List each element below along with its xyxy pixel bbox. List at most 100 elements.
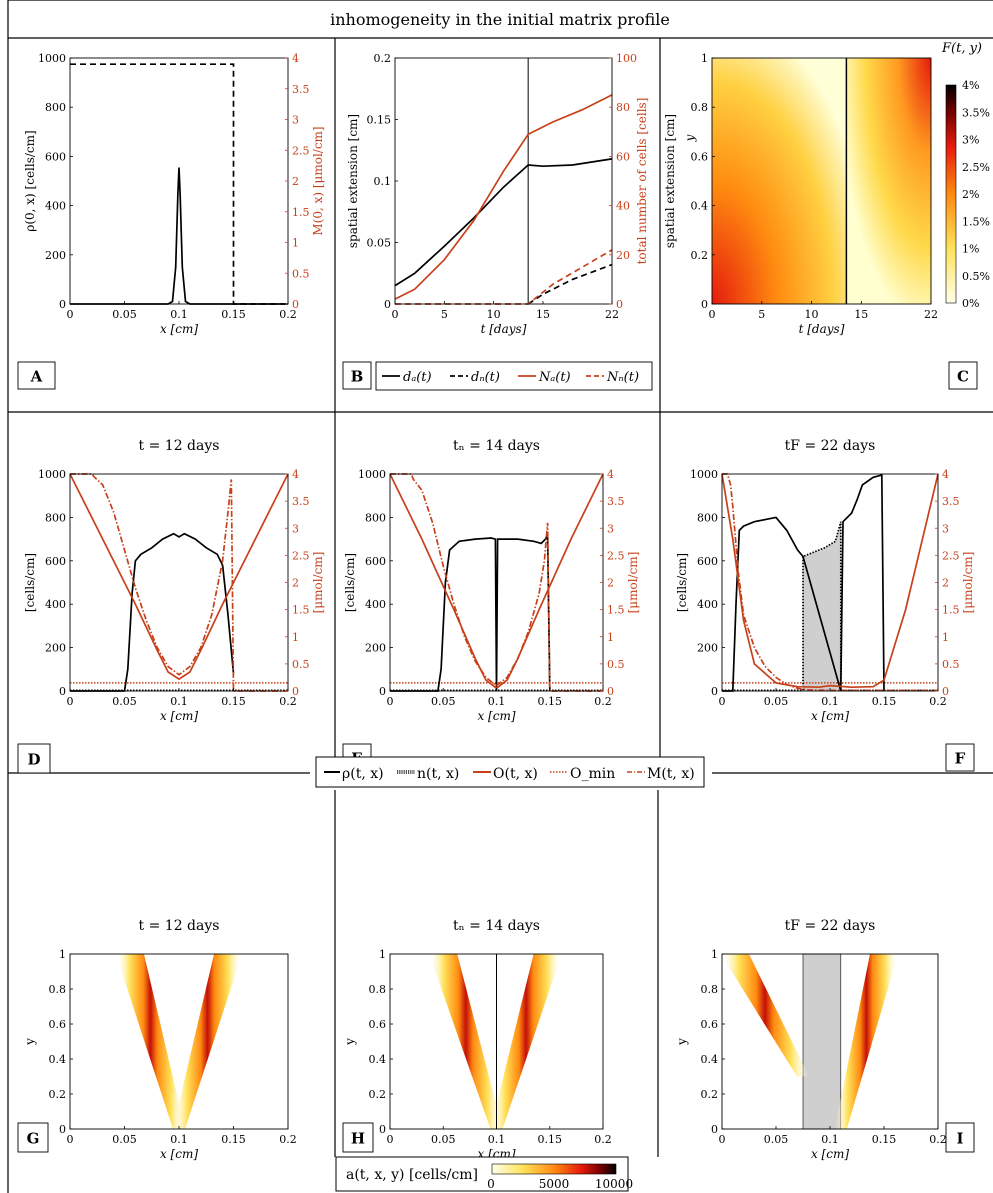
colorbar-tick: 0% — [962, 297, 979, 310]
panel-g: t = 12 days 0 0.05 0.1 0.15 0.2 0 0.2 0.4 0.6 0.8 1… — [17, 918, 297, 1161]
y-tick-label: 0 — [701, 298, 708, 311]
x-tick-label: 0.2 — [594, 1133, 612, 1146]
x-tick-label: 0.15 — [221, 695, 246, 708]
y-tick-label: 400 — [365, 598, 386, 611]
panel-label: A — [30, 368, 43, 386]
x-tick-label: 0.05 — [764, 695, 789, 708]
shaded-region — [803, 521, 841, 691]
shaded-region — [802, 953, 842, 1130]
y-tick-label: 0.6 — [49, 1018, 67, 1031]
bottom-colorbar-tick: 10000 — [595, 1177, 633, 1191]
panel-title: tF = 22 days — [785, 918, 876, 934]
x-tick-label: 10 — [805, 308, 819, 321]
colorbar-tick: 3% — [962, 134, 979, 147]
y-tick-label: 0.6 — [701, 1018, 719, 1031]
y2-tick-label: 1.5 — [292, 604, 310, 617]
x-tick-label: 0 — [387, 695, 394, 708]
colorbar — [945, 84, 957, 304]
y2-tick-label: 3.5 — [607, 495, 625, 508]
panel-a: 0 0.05 0.1 0.15 0.20200400600800100000.511.5… — [17, 52, 325, 390]
y-tick-label: 1 — [701, 52, 708, 65]
y-tick-label: 0 — [379, 685, 386, 698]
y2-tick-label: 0 — [292, 298, 299, 311]
panel-title: tₙ = 14 days — [453, 438, 540, 454]
x-tick-label: 0 — [67, 308, 74, 321]
y2-tick-label: 1.5 — [942, 604, 960, 617]
series-line-o — [69, 473, 289, 681]
legend-label: dₙ(t) — [471, 370, 500, 385]
y-tick-label: 0.4 — [49, 1053, 67, 1066]
y-tick-label: 0.4 — [369, 1053, 387, 1066]
y-tick-label: 0 — [59, 298, 66, 311]
panel-label-box — [342, 361, 372, 390]
x-axis-label: x [cm] — [811, 709, 849, 723]
y-tick-label: 0.05 — [367, 237, 392, 250]
y-tick-label: 0 — [384, 298, 391, 311]
x-tick-label: 0.2 — [929, 1133, 947, 1146]
figure-title: inhomogeneity in the initial matrix prof… — [330, 10, 670, 29]
colorbar-tick: 3.5% — [962, 106, 990, 119]
heatmap-region-early — [712, 58, 847, 304]
y2-tick-label: 3.5 — [942, 495, 960, 508]
y-tick-label: 800 — [45, 101, 66, 114]
x-tick-label: 0.1 — [488, 695, 506, 708]
panel-b-legend: dₐ(t) dₙ(t) Nₐ(t) Nₙ(t) — [375, 361, 653, 391]
y-tick-label: 0.4 — [691, 200, 709, 213]
panel-i: tF = 22 days 0 0.05 0.1 0.15 0.2 0 0.2 0.4 0.6 0.8… — [675, 918, 975, 1161]
x-tick-label: 0.15 — [221, 1133, 246, 1146]
y2-tick-label: 2 — [607, 577, 614, 590]
series-line-m — [722, 473, 938, 692]
y2-tick-label: 1.5 — [607, 604, 625, 617]
y-tick-label: 0.2 — [369, 1088, 387, 1101]
colorbar-tick: 2.5% — [962, 161, 990, 174]
series-line-nat — [394, 94, 613, 300]
y-tick-label: 600 — [45, 555, 66, 568]
y2-tick-label: 2 — [292, 577, 299, 590]
panel-label: F — [955, 750, 966, 768]
x-tick-label: 0.05 — [112, 308, 137, 321]
x-tick-label: 0.2 — [594, 695, 612, 708]
y-axis-label: [cells/cm] — [343, 553, 357, 612]
y-tick-label: 1000 — [38, 52, 66, 65]
y2-tick-label: 1 — [607, 631, 614, 644]
panel-title: tF = 22 days — [785, 438, 876, 454]
y-tick-label: 400 — [45, 200, 66, 213]
y-tick-label: 0 — [59, 1123, 66, 1136]
y-tick-label: 200 — [45, 249, 66, 262]
y2-tick-label: 0 — [292, 685, 299, 698]
y-tick-label: 0.6 — [369, 1018, 387, 1031]
density-band — [720, 954, 809, 1077]
legend-rho: ρ(t, x) — [342, 766, 384, 782]
y2-tick-label: 40 — [616, 200, 630, 213]
colorbar-tick: 1.5% — [962, 215, 990, 228]
y-tick-label: 1000 — [690, 468, 718, 481]
series-line-rho — [70, 532, 235, 692]
colorbar-tick: 4% — [962, 79, 979, 92]
y-tick-label: 0 — [379, 1123, 386, 1136]
y2-tick-label: 2 — [292, 175, 299, 188]
y-tick-label: 0.8 — [49, 983, 67, 996]
panel-label-box — [17, 743, 51, 774]
bottom-legend-label: a(t, x, y) [cells/cm] — [346, 1167, 478, 1183]
y-tick-label: 0.1 — [374, 175, 392, 188]
y-tick-label: 0.2 — [49, 1088, 67, 1101]
y-tick-label: 600 — [45, 150, 66, 163]
x-tick-label: 0.15 — [538, 695, 563, 708]
x-tick-label: 0.2 — [929, 695, 947, 708]
y-tick-label: 0 — [711, 685, 718, 698]
panel-label-box — [945, 1122, 975, 1153]
panel-label-box — [342, 1122, 374, 1153]
panel-title: tₙ = 14 days — [453, 918, 540, 934]
y-tick-label: 1000 — [38, 468, 66, 481]
legend-label: dₐ(t) — [403, 370, 432, 385]
y-tick-label: 1000 — [358, 468, 386, 481]
panel-title: t = 12 days — [139, 438, 220, 454]
y-axis-symbol: y — [683, 134, 697, 142]
x-tick-label: 0 — [67, 1133, 74, 1146]
x-tick-label: 5 — [758, 308, 765, 321]
figure-frame — [7, 0, 993, 1193]
legend-label: Nₐ(t) — [538, 370, 571, 385]
middle-legend: ρ(t, x) n(t, x) O(t, x) O_min M(t, x) — [315, 756, 705, 788]
series-line-rho — [390, 534, 551, 692]
y-axis-label: y — [343, 1038, 357, 1046]
